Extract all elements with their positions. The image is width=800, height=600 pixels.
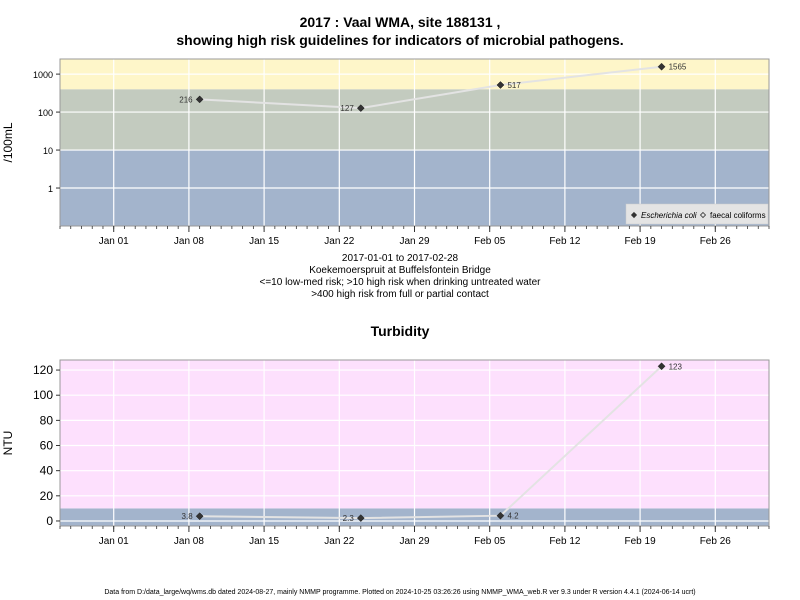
x-tick-label-5: Feb 05 <box>474 536 506 547</box>
y-tick-label-1: 10 <box>43 146 53 156</box>
x-tick-label-6: Feb 12 <box>549 536 581 547</box>
x-tick-label-8: Feb 26 <box>700 536 732 547</box>
turbidity-chart: 0 20 40 60 80 100 120 Jan 01 Jan 08 Jan 15 Jan 22 J… <box>1 359 770 547</box>
x-tick-label-3: Jan 22 <box>324 236 354 247</box>
data-point-3 <box>657 62 666 71</box>
y-tick-label-3: 1000 <box>33 70 53 80</box>
x-tick-label-4: Jan 29 <box>399 236 429 247</box>
data-point-0 <box>195 95 204 104</box>
y-tick-label-0: 1 <box>48 184 53 194</box>
note-site-name: Koekemoerspruit at Buffelsfontein Bridge <box>309 265 491 276</box>
y-tick-label-6: 120 <box>33 363 53 377</box>
x-tick-label-6: Feb 12 <box>549 236 581 247</box>
note-date-range: 2017-01-01 to 2017-02-28 <box>341 253 459 264</box>
data-label-3: 1565 <box>669 63 687 72</box>
y-tick-label-2: 40 <box>40 464 54 478</box>
series-line-0 <box>199 65 662 110</box>
y-tick-label-2: 100 <box>38 108 53 118</box>
data-label-3: 123 <box>669 362 683 371</box>
y-axis-label: /100mL <box>1 122 15 162</box>
x-tick-label-1: Jan 08 <box>174 236 204 247</box>
x-tick-label-5: Feb 05 <box>474 236 506 247</box>
x-tick-label-7: Feb 19 <box>625 536 657 547</box>
legend-label-0: Escherichia coli <box>641 211 697 220</box>
y-tick-label-0: 0 <box>46 514 53 528</box>
note-risk-contact: >400 high risk from full or partial cont… <box>311 289 489 300</box>
x-tick-label-8: Feb 26 <box>700 236 732 247</box>
data-label-0: 216 <box>179 95 193 104</box>
footer-note: Data from D:/data_large/wq/wms.db dated … <box>104 589 696 596</box>
legend-box <box>625 203 769 225</box>
data-label-2: 517 <box>507 81 521 90</box>
x-tick-label-0: Jan 01 <box>99 536 129 547</box>
legend: Escherichia coli faecal coliforms <box>625 203 769 225</box>
chart-title-line2: showing high risk guidelines for indicat… <box>176 32 624 48</box>
data-label-1: 2.3 <box>343 514 355 523</box>
data-point-0 <box>195 512 204 521</box>
y-axis-label: NTU <box>1 431 15 456</box>
series-line-0 <box>199 365 663 520</box>
x-tick-label-1: Jan 08 <box>174 536 204 547</box>
data-point-3 <box>657 362 666 371</box>
x-tick-label-0: Jan 01 <box>99 236 129 247</box>
data-label-0: 3.8 <box>182 512 194 521</box>
x-tick-label-7: Feb 19 <box>625 236 657 247</box>
x-tick-label-2: Jan 15 <box>249 536 279 547</box>
data-point-2 <box>496 511 505 520</box>
x-tick-label-4: Jan 29 <box>399 536 429 547</box>
x-tick-label-3: Jan 22 <box>324 536 354 547</box>
x-tick-label-2: Jan 15 <box>249 236 279 247</box>
data-point-1 <box>356 104 365 112</box>
data-point-2 <box>496 81 505 89</box>
data-label-1: 127 <box>340 104 354 113</box>
y-tick-label-1: 20 <box>40 489 54 503</box>
legend-marker-1 <box>699 211 707 219</box>
legend-label-1: faecal coliforms <box>710 211 766 220</box>
microbial-chart: 1 10 100 1000 Jan 01 Jan 08 Jan 15 Jan 22 Jan 29… <box>1 58 770 247</box>
y-tick-label-3: 60 <box>40 439 54 453</box>
data-point-1 <box>356 514 365 522</box>
legend-marker-0 <box>630 211 638 219</box>
data-label-2: 4.2 <box>507 512 519 521</box>
y-tick-label-4: 80 <box>40 413 54 427</box>
turbidity-title: Turbidity <box>370 323 430 339</box>
chart-title-line1: 2017 : Vaal WMA, site 188131 , <box>299 14 501 30</box>
note-risk-drinking: <=10 low-med risk; >10 high risk when dr… <box>259 277 541 288</box>
y-tick-label-5: 100 <box>33 388 53 402</box>
